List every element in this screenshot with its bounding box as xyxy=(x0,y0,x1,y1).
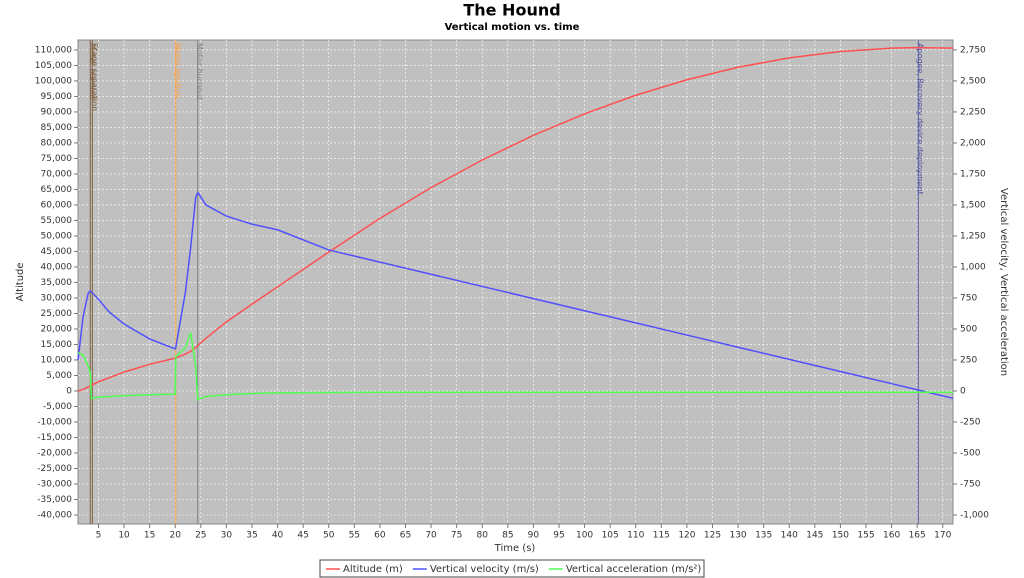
x-tick-label: 90 xyxy=(528,531,540,541)
x-tick-label: 35 xyxy=(246,531,257,541)
y-tick-label: 35,000 xyxy=(41,278,73,288)
y-tick-label: 80,000 xyxy=(41,138,73,148)
x-tick-label: 170 xyxy=(934,531,951,541)
y2-tick-label: 250 xyxy=(960,355,977,365)
y-tick-label: 30,000 xyxy=(41,293,73,303)
x-tick-label: 130 xyxy=(729,531,746,541)
y2-tick-label: 1,750 xyxy=(960,169,986,179)
y-tick-label: 15,000 xyxy=(41,340,73,350)
y-tick-label: 65,000 xyxy=(41,185,73,195)
x-tick-label: 15 xyxy=(144,531,155,541)
series-line xyxy=(77,332,953,401)
x-tick-label: 140 xyxy=(781,531,798,541)
y-tick-label: -30,000 xyxy=(37,480,72,490)
series-line xyxy=(77,46,954,392)
legend-box xyxy=(319,559,705,578)
y2-tick-label: 750 xyxy=(960,293,977,303)
x-tick-label: 145 xyxy=(806,531,823,541)
x-tick-label: 25 xyxy=(195,531,206,541)
y-tick-label: 85,000 xyxy=(41,123,73,133)
x-tick-label: 110 xyxy=(627,531,644,541)
y2-tick-label: 2,000 xyxy=(960,138,986,148)
y-tick-label: 105,000 xyxy=(35,61,72,71)
x-axis-label: Time (s) xyxy=(494,543,536,554)
y-axis-label: Altitude xyxy=(15,262,26,301)
y-tick-label: 0 xyxy=(66,386,72,396)
y2-axis-label: Vertical velocity, Vertical acceleration xyxy=(998,188,1009,376)
legend-label: Vertical acceleration (m/s²) xyxy=(566,564,702,575)
y-tick-label: -15,000 xyxy=(37,433,72,443)
y-tick-label: 20,000 xyxy=(41,324,73,334)
y2-tick-label: 0 xyxy=(960,386,966,396)
x-tick-label: 95 xyxy=(553,531,564,541)
y-tick-label: -10,000 xyxy=(37,417,72,427)
y-tick-label: 100,000 xyxy=(35,76,72,86)
y-tick-label: 45,000 xyxy=(41,247,73,257)
x-tick-label: 165 xyxy=(909,531,926,541)
y2-tick-label: -250 xyxy=(960,417,981,427)
y-tick-label: 60,000 xyxy=(41,200,73,210)
y-tick-label: 90,000 xyxy=(41,107,73,117)
chart-subtitle: Vertical motion vs. time xyxy=(445,22,580,33)
x-tick-label: 135 xyxy=(755,531,772,541)
y-tick-label: 10,000 xyxy=(41,355,73,365)
event-label: Apogee, Recovery device deployment xyxy=(916,43,925,195)
y-tick-label: 25,000 xyxy=(41,309,73,319)
x-tick-label: 10 xyxy=(118,531,130,541)
y2-tick-label: 2,250 xyxy=(960,107,986,117)
x-tick-label: 50 xyxy=(323,531,335,541)
x-tick-label: 160 xyxy=(883,531,900,541)
x-tick-label: 100 xyxy=(576,531,593,541)
x-tick-label: 120 xyxy=(678,531,695,541)
x-tick-label: 150 xyxy=(832,531,849,541)
y-tick-label: 110,000 xyxy=(35,45,72,55)
x-tick-label: 105 xyxy=(602,531,619,541)
y-tick-label: -20,000 xyxy=(37,448,72,458)
x-tick-label: 20 xyxy=(169,531,181,541)
x-tick-label: 115 xyxy=(653,531,670,541)
y-tick-label: 95,000 xyxy=(41,92,73,102)
y2-tick-label: 1,500 xyxy=(960,200,986,210)
y-tick-label: 75,000 xyxy=(41,154,73,164)
y-tick-label: -5,000 xyxy=(43,402,72,412)
x-tick-label: 40 xyxy=(272,531,284,541)
legend-label: Altitude (m) xyxy=(343,564,403,575)
y2-tick-label: 500 xyxy=(960,324,977,334)
plot-area xyxy=(77,39,954,525)
y2-tick-label: -500 xyxy=(960,448,981,458)
y-tick-label: 55,000 xyxy=(41,216,73,226)
event-label: Motor ignition xyxy=(173,43,182,99)
event-label: Stage separation xyxy=(90,43,99,111)
y-tick-label: -35,000 xyxy=(37,495,72,505)
y-tick-label: -40,000 xyxy=(37,511,72,521)
x-tick-label: 85 xyxy=(502,531,513,541)
y-tick-label: -25,000 xyxy=(37,464,72,474)
x-tick-label: 45 xyxy=(297,531,308,541)
x-tick-label: 65 xyxy=(400,531,411,541)
chart-title: The Hound xyxy=(463,1,560,20)
y2-tick-label: -750 xyxy=(960,480,981,490)
y2-tick-label: 1,000 xyxy=(960,262,986,272)
x-tick-label: 155 xyxy=(857,531,874,541)
x-tick-label: 30 xyxy=(221,531,233,541)
y2-tick-label: 2,750 xyxy=(960,45,986,55)
y-tick-label: 50,000 xyxy=(41,231,73,241)
x-tick-label: 80 xyxy=(477,531,489,541)
y2-tick-label: 2,500 xyxy=(960,76,986,86)
x-tick-label: 70 xyxy=(425,531,437,541)
x-tick-label: 60 xyxy=(374,531,386,541)
y-tick-label: 5,000 xyxy=(46,371,72,381)
x-tick-label: 125 xyxy=(704,531,721,541)
y-tick-label: 40,000 xyxy=(41,262,73,272)
x-tick-label: 75 xyxy=(451,531,462,541)
series-line xyxy=(77,191,954,400)
y2-tick-label: -1,000 xyxy=(960,511,989,521)
x-tick-label: 55 xyxy=(349,531,360,541)
legend-label: Vertical velocity (m/s) xyxy=(430,564,539,575)
y-tick-label: 70,000 xyxy=(41,169,73,179)
x-tick-label: 5 xyxy=(96,531,102,541)
y2-tick-label: 1,250 xyxy=(960,231,986,241)
event-label: Motor burnout xyxy=(195,43,204,100)
